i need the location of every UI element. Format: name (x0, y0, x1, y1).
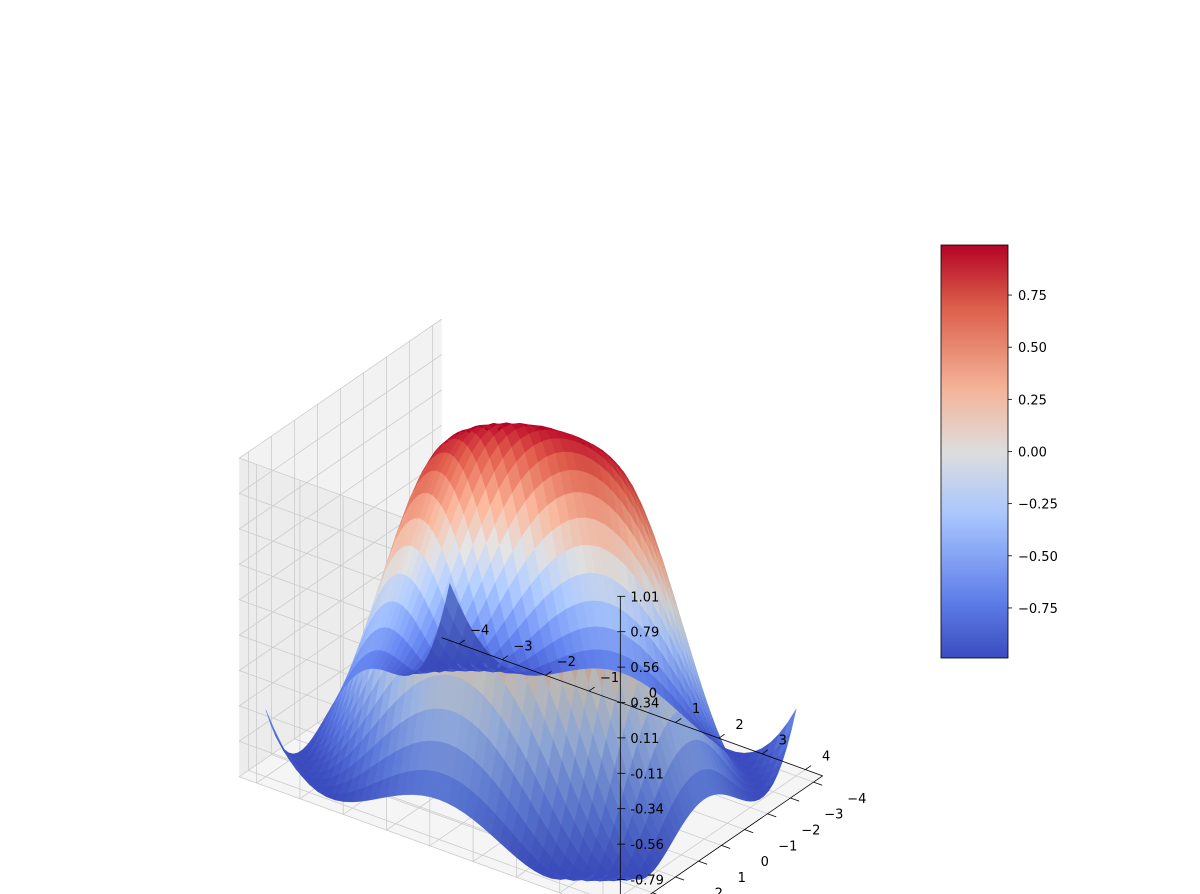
x-axis-line (441, 637, 823, 777)
x-tick-label: −1 (600, 671, 619, 686)
y-tick (652, 892, 658, 894)
x-tick (718, 733, 725, 739)
colorbar-tick-label: −0.75 (1018, 602, 1058, 617)
colorbar-tick-label: 0.00 (1018, 446, 1047, 461)
y-tick (813, 781, 823, 786)
x-tick (805, 765, 812, 770)
x-tick (545, 671, 552, 676)
colorbar-tick-label: 0.25 (1018, 393, 1047, 408)
y-tick-label: −3 (824, 808, 843, 823)
surface (265, 422, 797, 882)
z-axis-ticks: -1.01-0.79-0.56-0.34-0.110.110.340.560.7… (617, 590, 664, 888)
y-tick (767, 813, 777, 818)
surface-facet (782, 708, 797, 742)
y-tick-label: 2 (715, 887, 723, 894)
y-tick (790, 797, 800, 802)
x-tick-label: 2 (735, 718, 743, 733)
x-tick-label: 4 (822, 749, 830, 764)
x-tick (502, 655, 509, 660)
z-tick-label: -0.56 (630, 838, 664, 853)
x-tick-label: 1 (692, 702, 700, 717)
z-tick-label: 0.11 (630, 732, 659, 747)
x-tick-label: 3 (779, 734, 787, 749)
z-tick-label: -0.11 (630, 767, 664, 782)
x-tick-label: −3 (513, 639, 532, 654)
x-tick (458, 639, 465, 645)
x-tick-label: −4 (470, 624, 489, 639)
y-tick-label: −4 (847, 792, 866, 807)
colorbar-tick-label: −0.25 (1018, 498, 1058, 513)
z-tick-label: -0.34 (630, 803, 664, 818)
colorbar-tick-label: −0.50 (1018, 550, 1058, 565)
z-tick-label: -0.79 (630, 873, 664, 888)
z-tick-label: 0.56 (630, 661, 659, 676)
colorbar-tick-label: 0.50 (1018, 341, 1047, 356)
x-tick (761, 749, 769, 755)
x-axis-ticks: −4 −3 −2 −1 0 1 2 3 4 (458, 624, 830, 770)
x-tick-label: −2 (557, 655, 576, 670)
y-tick (721, 844, 731, 849)
x-tick-label: 0 (649, 687, 657, 702)
y-tick (698, 860, 708, 865)
colorbar-gradient (940, 244, 1009, 659)
x-tick (588, 686, 595, 692)
y-tick-label: −1 (778, 839, 797, 854)
colorbar-tick-label: 0.75 (1018, 289, 1047, 304)
x-tick (631, 702, 639, 708)
z-tick-label: 0.34 (630, 697, 659, 712)
y-tick-label: 1 (738, 871, 746, 886)
y-tick (744, 829, 754, 834)
colorbar: −0.75 −0.50 −0.25 0.00 0.25 0.50 0.75 (940, 244, 1058, 659)
y-tick-label: −2 (801, 823, 820, 838)
z-tick-label: 0.79 (630, 626, 659, 641)
x-tick (675, 718, 682, 723)
y-tick (675, 876, 685, 881)
z-tick-label: 1.01 (630, 590, 659, 605)
y-tick-label: 0 (761, 855, 769, 870)
